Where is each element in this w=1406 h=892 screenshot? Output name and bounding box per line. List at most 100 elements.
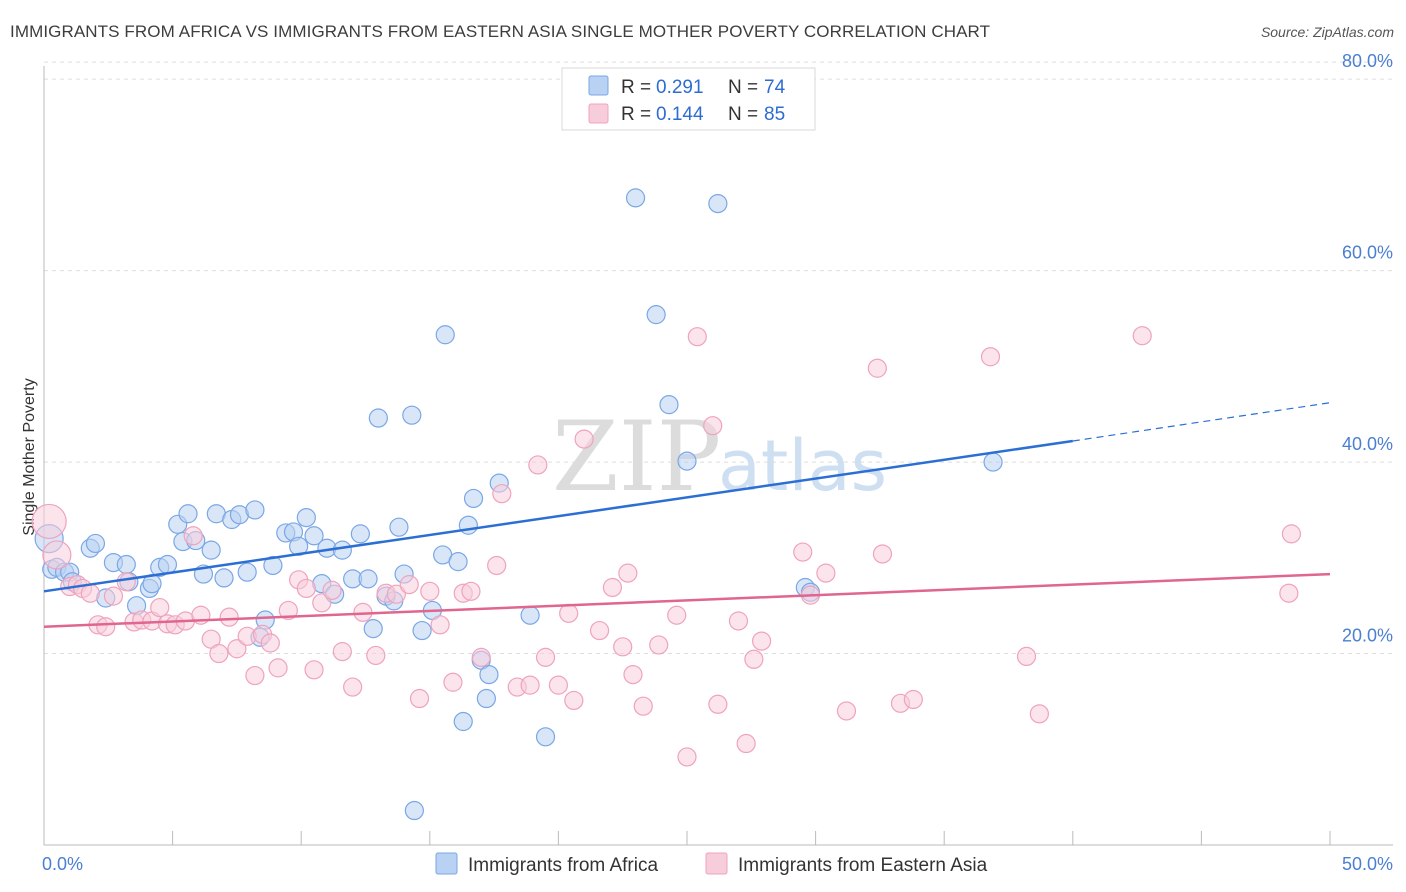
legend-n-label-africa: N =	[728, 77, 758, 98]
eastern-asia-point	[409, 688, 430, 709]
y-tick-labels: 20.0% 40.0% 60.0% 80.0%	[1342, 51, 1393, 645]
eastern-asia-point	[80, 583, 100, 603]
eastern-asia-point	[386, 584, 406, 604]
source-label: Source: ZipAtlas.com	[1260, 24, 1394, 40]
eastern-asia-point	[667, 605, 687, 625]
eastern-asia-point	[574, 429, 594, 449]
stats-legend: R = 0.291 N = 74 R = 0.144 N = 85	[561, 67, 816, 131]
eastern-asia-point	[443, 672, 463, 692]
africa-point	[453, 711, 473, 732]
legend-r-value-africa: 0.291	[656, 77, 704, 98]
africa-point	[479, 664, 499, 685]
eastern-asia-point	[1281, 524, 1302, 544]
eastern-asia-point	[589, 620, 610, 641]
africa-point	[458, 515, 478, 535]
eastern-asia-point	[420, 581, 440, 601]
eastern-asia-point	[816, 563, 836, 583]
africa-point	[476, 688, 496, 709]
trendline-africa	[43, 439, 1073, 593]
eastern-asia-point	[623, 664, 643, 685]
trendline-eastern-asia	[43, 572, 1331, 628]
eastern-asia-point	[744, 649, 764, 669]
eastern-asia-point	[245, 665, 265, 686]
africa-point	[85, 533, 106, 554]
eastern-asia-point	[903, 689, 923, 710]
eastern-asia-point	[980, 347, 1001, 367]
legend-swatch-eastern-asia	[588, 103, 609, 124]
eastern-asia-point	[96, 617, 116, 637]
eastern-asia-point	[1016, 646, 1037, 667]
africa-point	[646, 305, 666, 325]
africa-point	[214, 568, 234, 588]
watermark-atlas: atlas	[718, 425, 887, 507]
legend-n-label-eastern-asia: N =	[728, 104, 758, 125]
series-legend-label-eastern-asia: Immigrants from Eastern Asia	[738, 855, 988, 876]
eastern-asia-point	[793, 542, 813, 562]
africa-point	[363, 619, 383, 639]
africa-point	[535, 727, 556, 747]
axes	[43, 66, 1393, 846]
eastern-asia-point	[1029, 704, 1049, 724]
africa-point	[157, 554, 178, 575]
africa-point	[368, 408, 388, 428]
y-axis-label: Single Mother Poverty	[21, 378, 38, 535]
africa-point	[332, 540, 352, 560]
eastern-asia-point	[227, 639, 247, 659]
eastern-asia-point	[304, 660, 324, 680]
eastern-asia-point	[116, 572, 136, 592]
eastern-asia-point	[559, 603, 579, 623]
eastern-asia-point	[492, 484, 512, 504]
eastern-asia-point	[103, 586, 124, 606]
eastern-asia-point	[677, 747, 697, 767]
series-legend-swatch-eastern-asia	[705, 852, 728, 875]
africa-point	[201, 540, 221, 560]
series-legend-label-africa: Immigrants from Africa	[468, 855, 658, 876]
africa-point	[448, 552, 468, 572]
eastern-asia-point	[728, 611, 749, 631]
trendlines	[43, 402, 1331, 628]
eastern-asia-point	[430, 615, 450, 635]
eastern-asia-point	[548, 675, 569, 695]
eastern-asia-point	[618, 563, 638, 583]
eastern-asia-point	[471, 647, 491, 667]
africa-point	[402, 405, 422, 425]
eastern-asia-point	[219, 607, 239, 627]
eastern-asia-point	[260, 633, 280, 653]
legend-r-value-eastern-asia: 0.144	[656, 104, 704, 125]
watermark: ZIP atlas	[552, 401, 887, 513]
x-tick-label-min: 0.0%	[42, 854, 83, 874]
y-tick-label-40: 40.0%	[1342, 434, 1393, 454]
eastern-asia-point	[1132, 326, 1152, 346]
x-tick-labels: 0.0% 50.0%	[42, 854, 1393, 874]
africa-point	[625, 188, 646, 208]
eastern-asia-point	[399, 575, 419, 595]
eastern-asia-point	[268, 658, 288, 678]
eastern-asia-point	[602, 577, 623, 598]
africa-point	[263, 555, 283, 576]
y-tick-label-80: 80.0%	[1342, 51, 1393, 71]
y-tick-label-20: 20.0%	[1342, 626, 1393, 646]
eastern-asia-point	[487, 555, 507, 576]
eastern-asia-point	[312, 593, 332, 613]
africa-point	[412, 620, 432, 641]
africa-point	[659, 395, 679, 415]
eastern-asia-point	[296, 578, 316, 599]
eastern-asia-point	[613, 637, 633, 657]
eastern-asia-point	[209, 643, 229, 664]
series-legend: Immigrants from Africa Immigrants from E…	[435, 852, 988, 876]
eastern-asia-point	[528, 455, 548, 475]
africa-point	[116, 554, 136, 575]
africa-point	[296, 507, 316, 528]
africa-point	[350, 524, 370, 544]
trendline-africa-extension	[1072, 402, 1331, 442]
points-series-eastern-asia	[31, 326, 1302, 767]
eastern-asia-point	[31, 503, 67, 540]
africa-point	[983, 452, 1003, 472]
eastern-asia-point	[564, 690, 584, 711]
eastern-asia-point	[1279, 583, 1299, 603]
legend-swatch-africa	[588, 75, 609, 96]
eastern-asia-point	[736, 733, 756, 754]
legend-n-value-eastern-asia: 85	[764, 104, 785, 125]
series-legend-swatch-africa	[435, 852, 458, 875]
